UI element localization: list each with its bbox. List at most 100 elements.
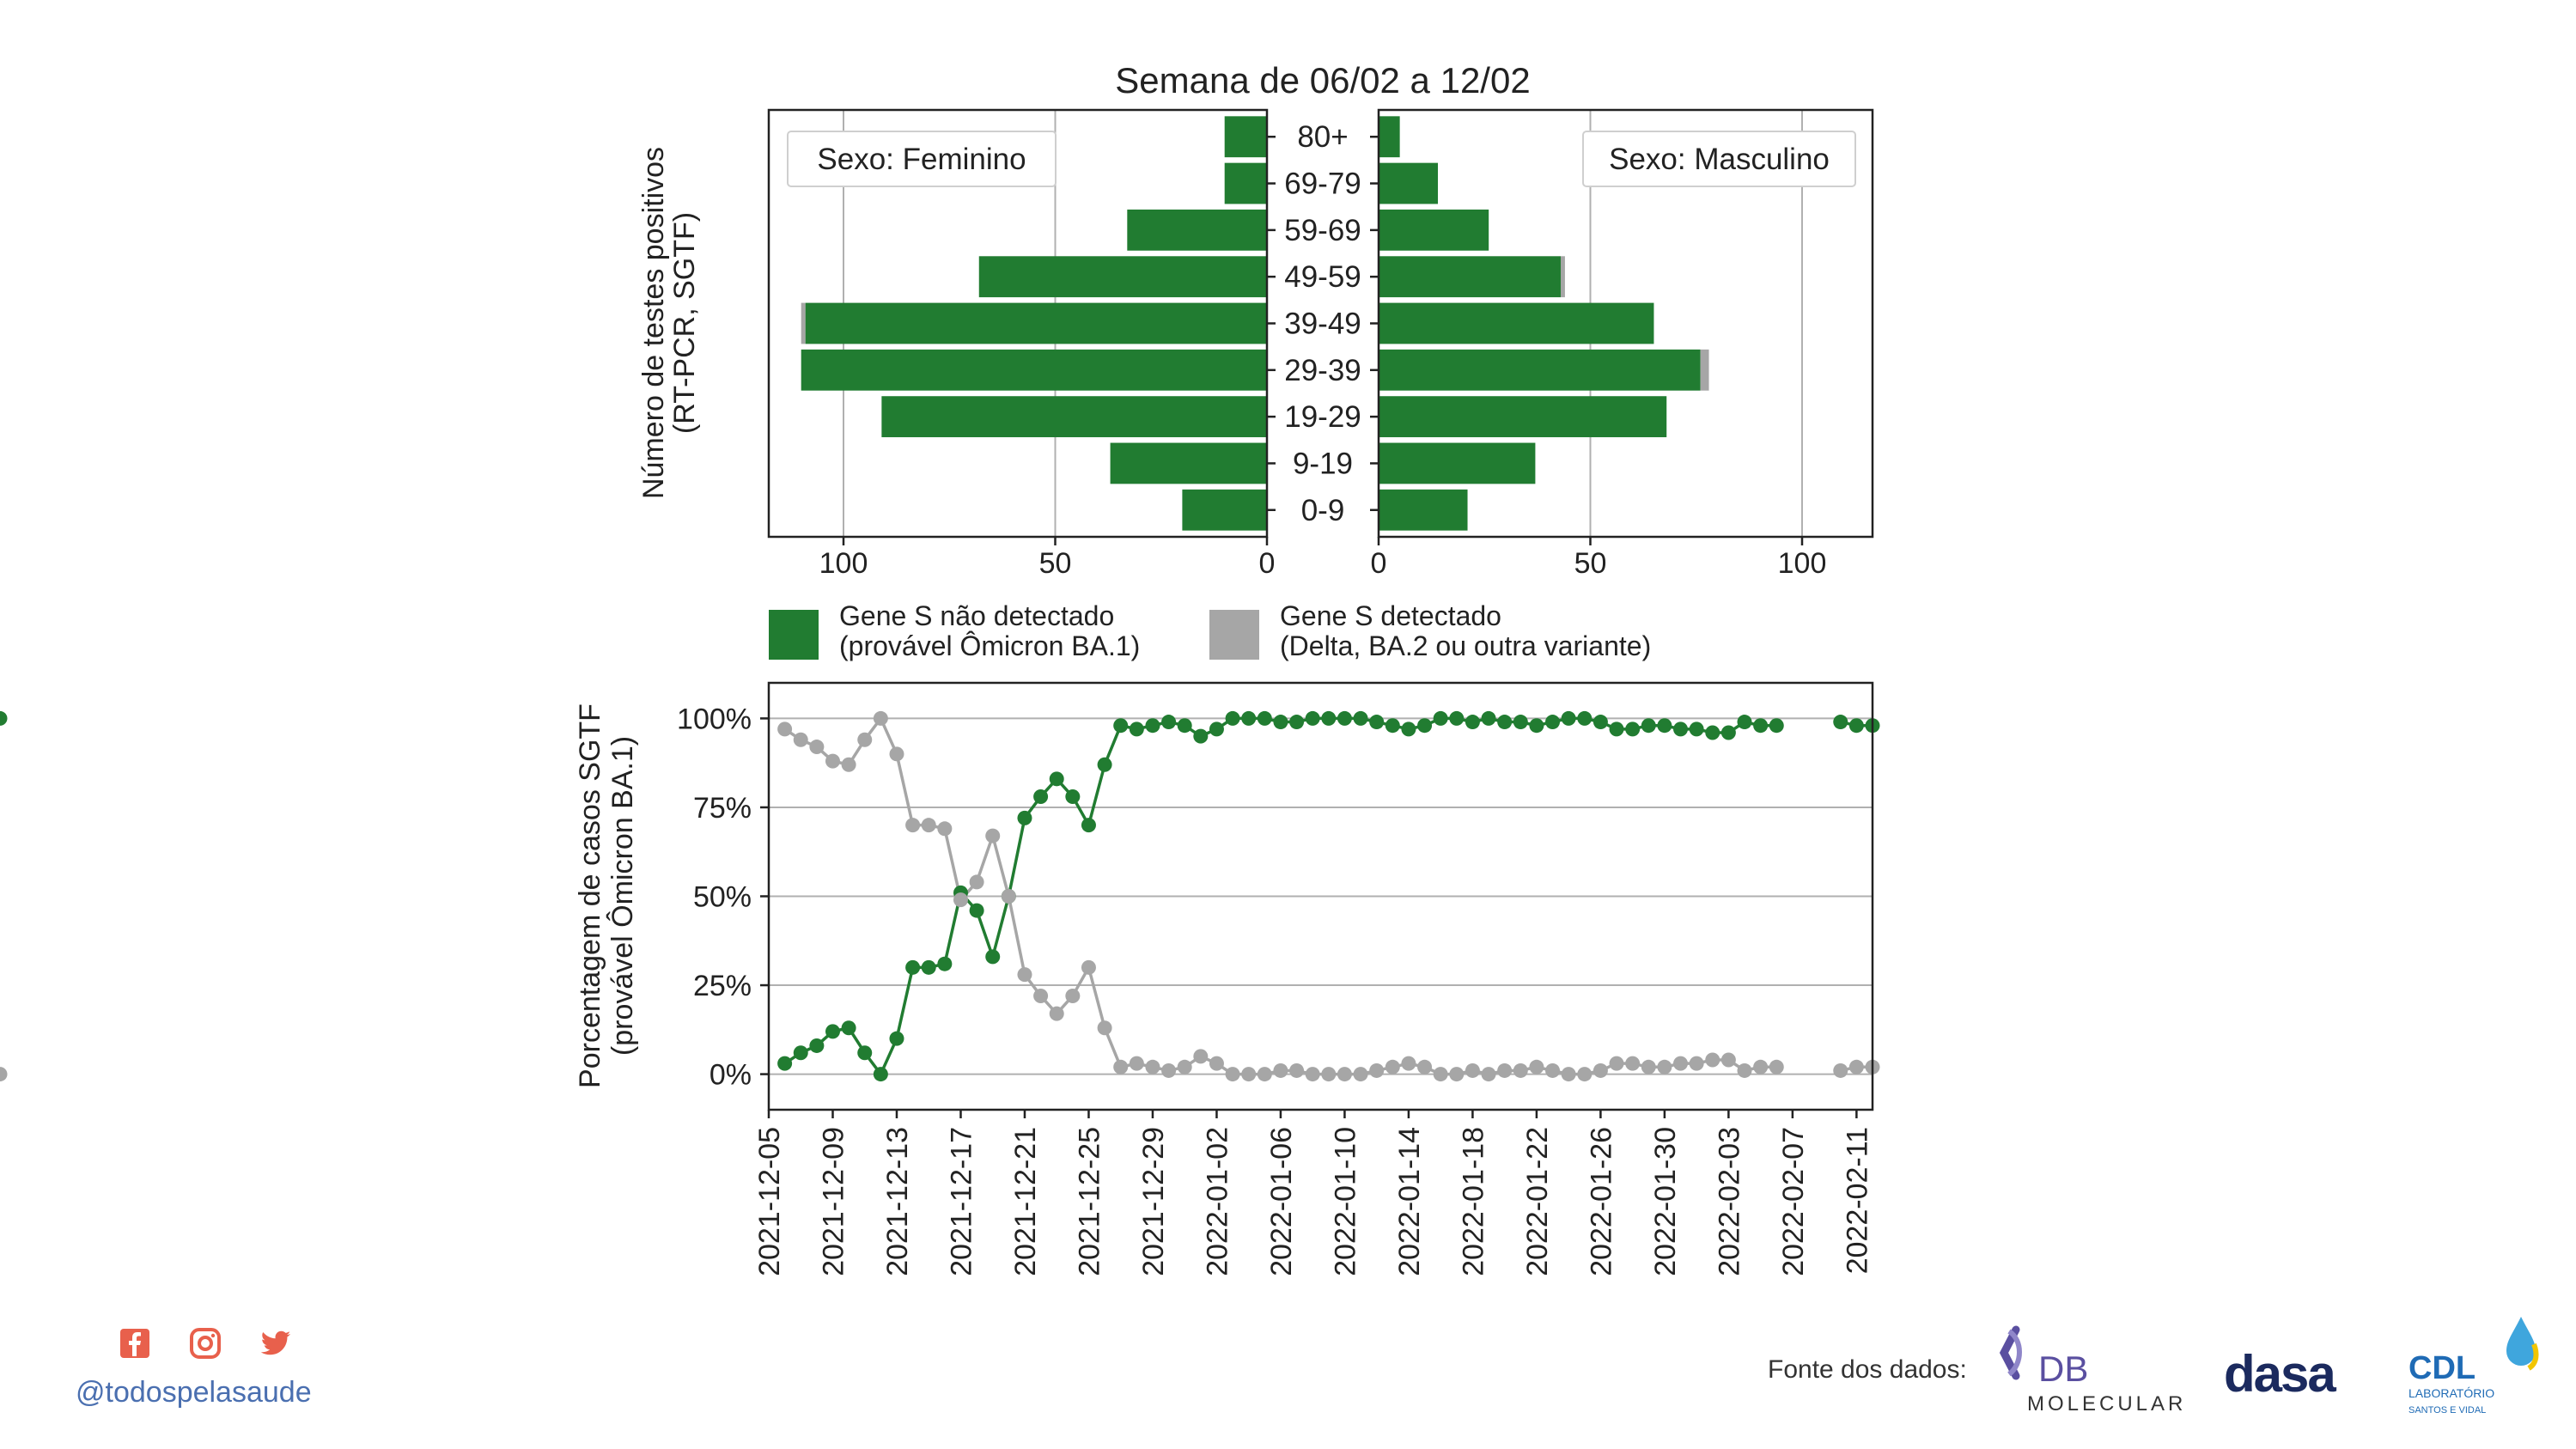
sgtf-detected-point — [1592, 1062, 1608, 1078]
bar-male-80+ — [1379, 116, 1400, 158]
pyramid-xtick-label: 0 — [1371, 547, 1387, 580]
sgtf-detected-point — [1561, 1067, 1576, 1082]
sgtf-not-detected-point — [1833, 715, 1848, 730]
sgtf-detected-point — [1353, 1067, 1368, 1082]
twitter-icon[interactable] — [259, 1327, 292, 1360]
line-xtick-label: 2022-01-10 — [1329, 1127, 1361, 1276]
bar-male-59-69 — [1379, 209, 1489, 251]
sgtf-not-detected-point — [793, 1045, 808, 1061]
line-xtick-label: 2021-12-21 — [1009, 1127, 1042, 1276]
svg-text:LABORATÓRIO: LABORATÓRIO — [2409, 1386, 2494, 1400]
sgtf-detected-point — [1720, 1052, 1736, 1068]
pyramid-xtick-label: 100 — [1778, 547, 1827, 580]
line-xtick-label: 2022-02-11 — [1841, 1127, 1873, 1274]
sgtf-detected-point — [1848, 1059, 1864, 1075]
svg-text:dasa: dasa — [2224, 1345, 2336, 1403]
age-label-80+: 80+ — [1297, 120, 1348, 154]
sgtf-not-detected-point — [873, 1067, 888, 1082]
line-ytick-label: 25% — [693, 970, 752, 1002]
sgtf-not-detected-point — [1337, 710, 1352, 726]
sgtf-not-detected-point — [1449, 710, 1465, 726]
sgtf-not-detected-point — [841, 1020, 856, 1036]
sgtf-detected-point — [1097, 1020, 1112, 1036]
line-xtick-label: 2021-12-13 — [881, 1127, 914, 1276]
panel-label-box — [787, 131, 1057, 187]
sgtf-not-detected-point — [1257, 710, 1272, 726]
sgtf-detected-point — [1177, 1059, 1192, 1075]
sgtf-not-detected-point — [1497, 715, 1513, 730]
svg-text:SANTOS E VIDAL: SANTOS E VIDAL — [2409, 1405, 2486, 1416]
sgtf-not-detected-point — [1401, 721, 1416, 737]
legend-label-line1: Gene S detectado — [1280, 600, 1501, 631]
sgtf-detected-point — [1625, 1056, 1641, 1071]
sgtf-detected-point — [1321, 1067, 1337, 1082]
sgtf-not-detected-point — [857, 1045, 873, 1061]
age-label-39-49: 39-49 — [1284, 307, 1361, 341]
sgtf-detected-point — [841, 757, 856, 772]
sgtf-detected-point — [1385, 1059, 1400, 1075]
line-xtick-label: 2022-01-06 — [1265, 1127, 1298, 1276]
sgtf-detected-point — [825, 753, 840, 769]
sgtf-detected-point — [1657, 1059, 1672, 1075]
line-xtick-label: 2021-12-25 — [1073, 1127, 1105, 1276]
social-handle[interactable]: @todospelasaude — [76, 1376, 312, 1409]
sgtf-detected-point — [1145, 1059, 1160, 1075]
sgtf-detected-point — [1401, 1056, 1416, 1071]
line-ylabel-line2: (provável Ômicron BA.1) — [606, 736, 639, 1056]
sgtf-detected-point — [1001, 889, 1016, 904]
age-label-19-29: 19-29 — [1284, 400, 1361, 434]
pyramid-ylabel-line1: Número de testes positivos — [637, 147, 670, 499]
bar-female-0-9 — [1182, 489, 1267, 531]
age-label-59-69: 59-69 — [1284, 214, 1361, 247]
sgtf-detected-point — [953, 892, 968, 908]
bar-male-9-19 — [1379, 442, 1536, 484]
sgtf-not-detected-point — [1592, 715, 1608, 730]
pyramid-xtick-label: 50 — [1574, 547, 1607, 580]
sgtf-detected-point — [1465, 1062, 1480, 1078]
sgtf-not-detected-point — [1705, 725, 1720, 740]
bar-male-39-49 — [1379, 302, 1654, 344]
sgtf-not-detected-point — [1769, 718, 1784, 734]
line-xtick-label: 2021-12-05 — [753, 1127, 786, 1276]
line-frame — [767, 681, 1874, 1111]
sgtf-not-detected-point — [1417, 718, 1433, 734]
sgtf-not-detected-point — [985, 949, 1001, 965]
sgtf-detected-point — [1273, 1062, 1288, 1078]
sgtf-detected-point — [1449, 1067, 1465, 1082]
bar-male-0-9 — [1379, 489, 1468, 531]
facebook-icon[interactable] — [119, 1327, 151, 1360]
sgtf-detected-point — [985, 828, 1001, 843]
sgtf-detected-point — [889, 746, 904, 762]
sgtf-not-detected-point — [1113, 718, 1129, 734]
sgtf-not-detected-point — [777, 1056, 793, 1071]
sgtf-not-detected-point — [1161, 715, 1177, 730]
sgtf-detected-point — [1305, 1067, 1320, 1082]
sgtf-detected-point — [1113, 1059, 1129, 1075]
sgtf-not-detected-point — [1209, 721, 1224, 737]
sgtf-not-detected-point — [1065, 789, 1081, 805]
instagram-icon[interactable] — [189, 1327, 222, 1360]
sgtf-not-detected-point — [1049, 771, 1064, 787]
sgtf-detected-point — [1705, 1052, 1720, 1068]
sgtf-not-detected-point — [1145, 718, 1160, 734]
data-source-label: Fonte dos dados: — [1768, 1355, 1967, 1384]
sgtf-detected-point — [1689, 1056, 1704, 1071]
sgtf-detected-point — [1049, 1006, 1064, 1021]
bar-female-49-59 — [978, 256, 1267, 298]
pyramid-ylabel-line2: (RT-PCR, SGTF) — [668, 212, 701, 434]
age-label-9-19: 9-19 — [1293, 447, 1353, 480]
age-label-69-79: 69-79 — [1284, 167, 1361, 201]
sgtf-detected-point — [1065, 988, 1081, 1003]
svg-text:MOLECULAR: MOLECULAR — [2027, 1392, 2186, 1416]
line-ytick-label: 100% — [677, 703, 752, 735]
sgtf-detected-point — [1833, 1062, 1848, 1078]
sgtf-not-detected-point — [825, 1024, 840, 1039]
sgtf-not-detected-point — [1353, 710, 1368, 726]
sgtf-not-detected-point — [1225, 710, 1240, 726]
sgtf-detected-point — [905, 818, 921, 833]
sgtf-detected-point — [921, 818, 936, 833]
sgtf-not-detected-point — [1625, 721, 1641, 737]
sgtf-not-detected-point — [1289, 715, 1305, 730]
pyramid-xtick-label: 0 — [1259, 547, 1276, 580]
